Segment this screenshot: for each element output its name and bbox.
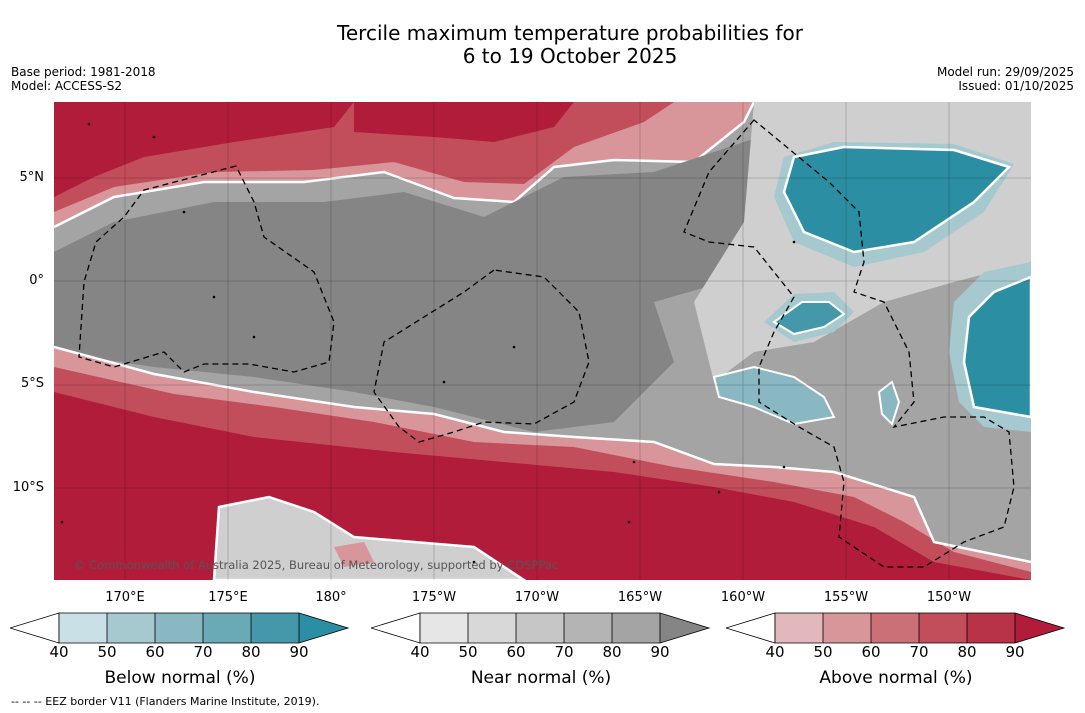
colorbar-above-seg-3: [919, 613, 967, 643]
lat-label-5n: 5°N: [19, 170, 45, 185]
lon-label-165w: 165°W: [617, 590, 663, 605]
colorbar-near: [371, 612, 711, 644]
eez-phoenix: [373, 269, 590, 443]
map-title: Tercile maximum temperature probabilitie…: [0, 22, 1085, 68]
below-tick-50: 50: [97, 643, 117, 661]
title-line-2: 6 to 19 October 2025: [462, 44, 678, 68]
above-south-edge: [54, 345, 1031, 564]
near-tick-60: 60: [506, 643, 526, 661]
colorbar-near-seg-3: [564, 613, 612, 643]
near-tick-40: 40: [410, 643, 430, 661]
above-north-high-2: [354, 102, 574, 142]
lon-label-160w: 160°W: [720, 590, 766, 605]
colorbar-below-high-arrow: [299, 613, 348, 643]
eez-line-islands: [683, 119, 1015, 568]
lat-label-5s: 5°S: [20, 376, 44, 391]
colorbar-above-low-arrow: [726, 612, 776, 644]
above-north-edge: [54, 102, 756, 229]
colorbar-near-low-arrow: [371, 612, 421, 644]
lon-label-150w: 150°W: [926, 590, 972, 605]
below-tick-90: 90: [289, 643, 309, 661]
colorbar-near-high-arrow: [660, 613, 709, 643]
lon-label-155w: 155°W: [823, 590, 869, 605]
meta-right: Model run: 29/09/2025 Issued: 01/10/2025: [937, 65, 1074, 93]
lon-label-175e: 175°E: [208, 590, 248, 605]
above-tick-70: 70: [909, 643, 929, 661]
above-tick-90: 90: [1005, 643, 1025, 661]
near-high-core: [54, 132, 774, 432]
near-tick-50: 50: [458, 643, 478, 661]
model-name: Model: ACCESS-S2: [11, 79, 123, 93]
below-central-high: [772, 301, 846, 336]
copyright-credit: © Commonwealth of Australia 2025, Bureau…: [74, 558, 558, 572]
colorbar-above-high-arrow: [1015, 613, 1064, 643]
colorbar-below-low-arrow: [10, 612, 60, 644]
colorbar-near-seg-0: [420, 613, 468, 643]
near-tick-80: 80: [602, 643, 622, 661]
meta-left: Base period: 1981-2018 Model: ACCESS-S2: [11, 65, 156, 93]
eez-borders: [78, 119, 1015, 568]
model-run: Model run: 29/09/2025: [936, 65, 1074, 79]
island-markers: [60, 122, 796, 564]
gridlines: [54, 102, 1031, 580]
colorbar-below-label: Below normal (%): [104, 668, 256, 688]
colorbar-above: [726, 612, 1066, 644]
below-tick-80: 80: [241, 643, 261, 661]
issued-date: Issued: 01/10/2025: [958, 79, 1074, 93]
colorbar-above-label: Above normal (%): [819, 668, 973, 688]
above-tick-80: 80: [957, 643, 977, 661]
lon-label-175w: 175°W: [411, 590, 457, 605]
near-tick-90: 90: [650, 643, 670, 661]
below-small-blob: [877, 380, 901, 426]
colorbar-near-seg-1: [468, 613, 516, 643]
lon-label-170e: 170°E: [105, 590, 145, 605]
title-line-1: Tercile maximum temperature probabilitie…: [337, 21, 803, 45]
colorbar-below-seg-0: [59, 613, 107, 643]
below-east-high: [962, 275, 1031, 419]
below-tick-60: 60: [145, 643, 165, 661]
above-pocket-patch: [334, 542, 374, 567]
above-tick-40: 40: [765, 643, 785, 661]
colorbar-below-seg-2: [155, 613, 203, 643]
colorbar-above-seg-4: [967, 613, 1015, 643]
colorbar-near-seg-2: [516, 613, 564, 643]
lat-label-10s: 10°S: [12, 480, 44, 495]
colorbar-above-seg-1: [823, 613, 871, 643]
probability-map: © Commonwealth of Australia 2025, Bureau…: [54, 102, 1031, 580]
eez-tuvalu-kiribati-west: [78, 165, 335, 373]
colorbar-near-seg-4: [612, 613, 660, 643]
eez-legend-note: -- -- -- EEZ border V11 (Flanders Marine…: [11, 695, 320, 708]
near-tick-70: 70: [554, 643, 574, 661]
lon-label-180: 180°: [315, 590, 347, 605]
colorbar-below-seg-4: [251, 613, 299, 643]
base-period: Base period: 1981-2018: [11, 65, 156, 79]
colorbar-above-seg-0: [775, 613, 823, 643]
below-tick-70: 70: [193, 643, 213, 661]
colorbar-below-seg-3: [203, 613, 251, 643]
below-ne-high: [782, 145, 1012, 254]
lon-label-170w: 170°W: [514, 590, 560, 605]
colorbar-below: [10, 612, 350, 644]
above-north-high: [54, 102, 354, 197]
colorbar-above-seg-2: [871, 613, 919, 643]
colorbar-below-seg-1: [107, 613, 155, 643]
lat-label-0: 0°: [29, 273, 44, 288]
near-south-pocket: [212, 495, 527, 580]
below-south-blob: [712, 365, 836, 426]
below-tick-40: 40: [49, 643, 69, 661]
colorbar-near-label: Near normal (%): [470, 668, 612, 688]
above-tick-50: 50: [813, 643, 833, 661]
above-tick-60: 60: [861, 643, 881, 661]
